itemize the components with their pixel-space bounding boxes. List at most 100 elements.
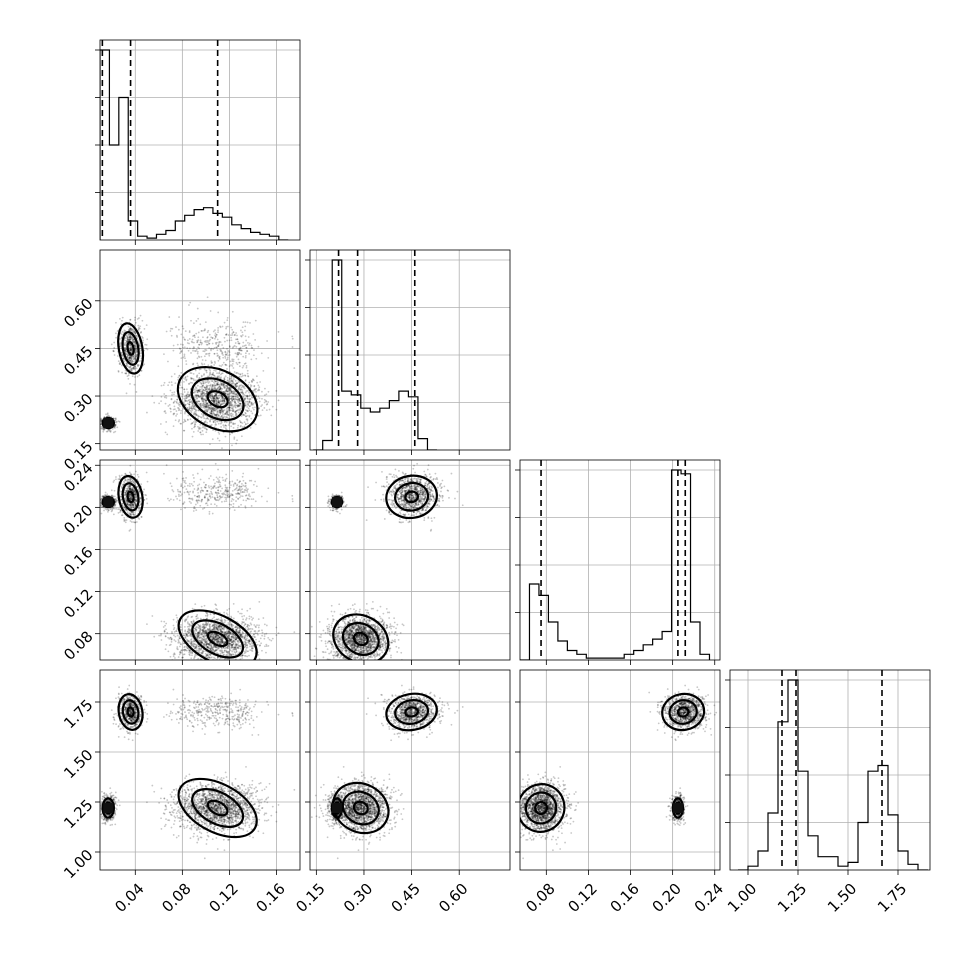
sample-point — [205, 371, 208, 374]
sample-point — [188, 399, 191, 401]
sample-point — [192, 347, 194, 350]
sample-point — [229, 400, 232, 403]
sample-point — [122, 357, 125, 360]
sample-point — [222, 382, 225, 385]
sample-point — [250, 344, 253, 347]
sample-point — [223, 378, 226, 381]
sample-point — [181, 656, 184, 659]
sample-point — [208, 406, 211, 409]
sample-point — [196, 414, 199, 417]
sample-point — [215, 403, 217, 405]
sample-point — [205, 624, 208, 627]
sample-point — [244, 374, 246, 377]
sample-point — [257, 653, 260, 656]
sample-point — [213, 360, 216, 363]
sample-point — [197, 394, 200, 397]
sample-point — [195, 394, 197, 397]
sample-point — [239, 402, 242, 405]
sample-point — [125, 364, 128, 367]
sample-point — [115, 336, 117, 339]
sample-point — [121, 319, 123, 322]
sample-point — [221, 395, 224, 398]
sample-point — [238, 397, 241, 400]
sample-point — [212, 374, 215, 377]
sample-point — [217, 422, 220, 425]
sample-point — [211, 418, 214, 421]
sample-point — [213, 401, 215, 404]
sample-point — [213, 399, 216, 402]
sample-point — [132, 357, 135, 360]
sample-point — [125, 340, 128, 343]
sample-point — [249, 322, 251, 324]
sample-point — [211, 408, 214, 410]
sample-point — [221, 399, 224, 402]
sample-point — [215, 401, 218, 404]
sample-point — [221, 396, 224, 399]
sample-point — [227, 393, 229, 396]
sample-point — [230, 377, 233, 380]
sample-point — [267, 644, 270, 647]
sample-point — [212, 398, 215, 401]
sample-point — [257, 388, 260, 391]
sample-point — [216, 397, 218, 399]
sample-point — [238, 399, 241, 402]
sample-point — [191, 400, 193, 402]
sample-point — [226, 347, 228, 350]
sample-point — [230, 625, 233, 628]
sample-point — [127, 354, 130, 357]
contour-level — [190, 377, 245, 422]
sample-point — [137, 328, 140, 330]
sample-point — [153, 401, 156, 404]
sample-point — [199, 416, 202, 418]
sample-point — [217, 410, 219, 413]
sample-point — [176, 398, 179, 401]
sample-point — [125, 340, 128, 342]
sample-point — [203, 421, 206, 424]
sample-point — [234, 383, 236, 386]
sample-point — [169, 407, 172, 410]
sample-point — [256, 632, 259, 635]
sample-point — [126, 353, 129, 356]
sample-point — [200, 393, 203, 395]
sample-point — [231, 407, 234, 410]
sample-point — [216, 352, 219, 355]
sample-point — [216, 384, 219, 386]
sample-point — [248, 397, 251, 400]
sample-point — [271, 637, 274, 640]
sample-point — [209, 413, 212, 415]
sample-point — [232, 360, 235, 363]
sample-point — [247, 407, 250, 410]
sample-point — [141, 319, 144, 322]
sample-point — [252, 402, 255, 405]
sample-point — [219, 627, 222, 630]
sample-point — [223, 628, 225, 631]
sample-point — [121, 330, 124, 333]
sample-point — [226, 385, 228, 387]
sample-point — [183, 625, 186, 628]
sample-point — [205, 388, 208, 391]
sample-point — [236, 404, 239, 407]
sample-point — [237, 639, 239, 642]
sample-point — [225, 333, 228, 335]
sample-point — [129, 336, 132, 339]
sample-point — [114, 424, 117, 427]
sample-point — [236, 394, 239, 397]
sample-point — [116, 426, 119, 429]
sample-point — [242, 386, 245, 389]
sample-point — [243, 398, 246, 401]
sample-point — [186, 400, 188, 403]
sample-point — [240, 633, 243, 636]
sample-point — [186, 639, 189, 642]
sample-point — [237, 633, 240, 636]
sample-point — [251, 650, 254, 652]
sample-point — [246, 389, 249, 392]
sample-point — [227, 424, 230, 426]
sample-point — [202, 382, 205, 385]
sample-point — [192, 363, 194, 366]
sample-point — [209, 383, 212, 386]
sample-point — [231, 407, 233, 410]
sample-point — [215, 408, 217, 411]
sample-point — [205, 642, 208, 645]
sample-point — [210, 397, 213, 400]
sample-point — [249, 394, 251, 397]
